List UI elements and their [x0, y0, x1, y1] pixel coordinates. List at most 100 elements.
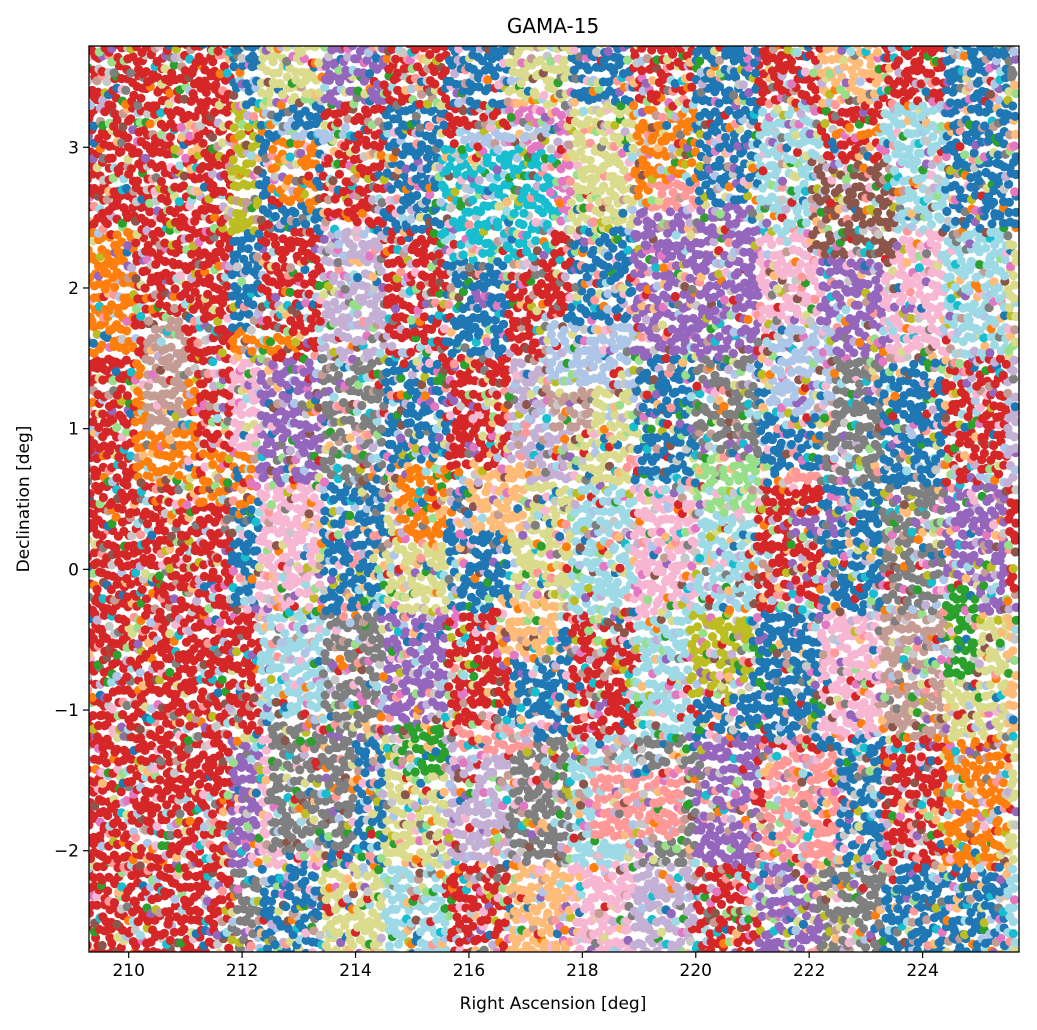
data-point [410, 767, 420, 777]
data-point [966, 907, 976, 918]
data-point [492, 833, 503, 843]
data-point [175, 809, 185, 819]
data-point [488, 940, 498, 950]
data-point [89, 908, 94, 918]
data-point [818, 940, 828, 950]
data-point [883, 894, 893, 904]
data-point [569, 833, 579, 843]
data-point [497, 707, 507, 717]
data-point [315, 930, 325, 940]
data-point [232, 927, 242, 937]
data-point [683, 865, 693, 875]
data-point [979, 822, 989, 832]
data-point [898, 832, 908, 842]
data-point [786, 797, 796, 807]
data-point [285, 891, 295, 901]
data-point [439, 787, 449, 797]
data-point [463, 928, 473, 938]
data-point [386, 789, 396, 799]
data-point [207, 809, 218, 819]
data-point [972, 917, 982, 927]
data-point [246, 941, 256, 951]
data-point [194, 907, 204, 917]
data-point [996, 933, 1006, 943]
data-point [888, 857, 898, 867]
data-point [468, 895, 478, 905]
data-point [483, 808, 493, 818]
data-point [273, 682, 283, 693]
data-point [452, 912, 462, 922]
data-point [670, 724, 680, 735]
data-point [362, 690, 372, 700]
data-point [262, 854, 272, 864]
data-point [791, 925, 801, 936]
data-point [400, 715, 411, 725]
data-point [763, 811, 773, 821]
data-point [666, 876, 676, 886]
data-point [866, 930, 876, 940]
data-point [309, 815, 319, 825]
data-point [483, 736, 493, 746]
data-point [710, 908, 720, 918]
data-point [406, 812, 416, 822]
data-point [266, 712, 276, 722]
data-point [227, 935, 237, 945]
data-point [836, 725, 846, 736]
data-point [131, 940, 141, 951]
data-point [700, 779, 710, 790]
data-point [217, 895, 227, 905]
data-point [377, 809, 387, 819]
data-point [594, 908, 604, 919]
data-point [89, 940, 92, 950]
data-point [773, 735, 784, 745]
data-point [984, 833, 994, 843]
data-point [668, 812, 678, 822]
data-point [502, 872, 512, 882]
data-point [185, 800, 195, 811]
data-point [445, 779, 455, 789]
data-point [1008, 864, 1018, 874]
data-point [217, 886, 227, 896]
data-point [603, 734, 613, 744]
data-point [907, 754, 917, 764]
data-point [213, 906, 223, 916]
data-point [444, 682, 454, 692]
data-point [209, 919, 219, 929]
data-point [413, 947, 423, 952]
data-point [169, 927, 179, 937]
data-point [748, 930, 759, 940]
data-point [945, 788, 955, 798]
data-point [854, 918, 864, 928]
data-point [382, 888, 392, 899]
data-point [385, 781, 395, 791]
data-point [198, 800, 209, 810]
data-point [135, 861, 145, 871]
data-point [420, 906, 431, 916]
data-point [430, 902, 440, 912]
data-point [637, 903, 647, 914]
data-point [648, 855, 658, 865]
data-point [436, 896, 446, 906]
data-point [656, 796, 667, 806]
data-point [651, 721, 661, 731]
data-point [266, 674, 276, 685]
data-point [531, 948, 541, 952]
data-point [950, 926, 960, 937]
data-point [331, 945, 341, 952]
data-point [1008, 854, 1018, 865]
data-point [223, 790, 233, 800]
data-point [275, 919, 286, 929]
data-point [214, 949, 224, 952]
data-point [300, 876, 310, 886]
data-point [362, 704, 372, 714]
data-point [295, 919, 305, 929]
data-point [502, 795, 512, 805]
data-point [916, 820, 927, 830]
data-point [391, 904, 401, 915]
data-point [722, 747, 732, 757]
data-point [752, 918, 762, 929]
data-point [666, 862, 676, 872]
data-point [772, 863, 782, 873]
data-point [224, 943, 234, 952]
data-point [960, 930, 970, 940]
